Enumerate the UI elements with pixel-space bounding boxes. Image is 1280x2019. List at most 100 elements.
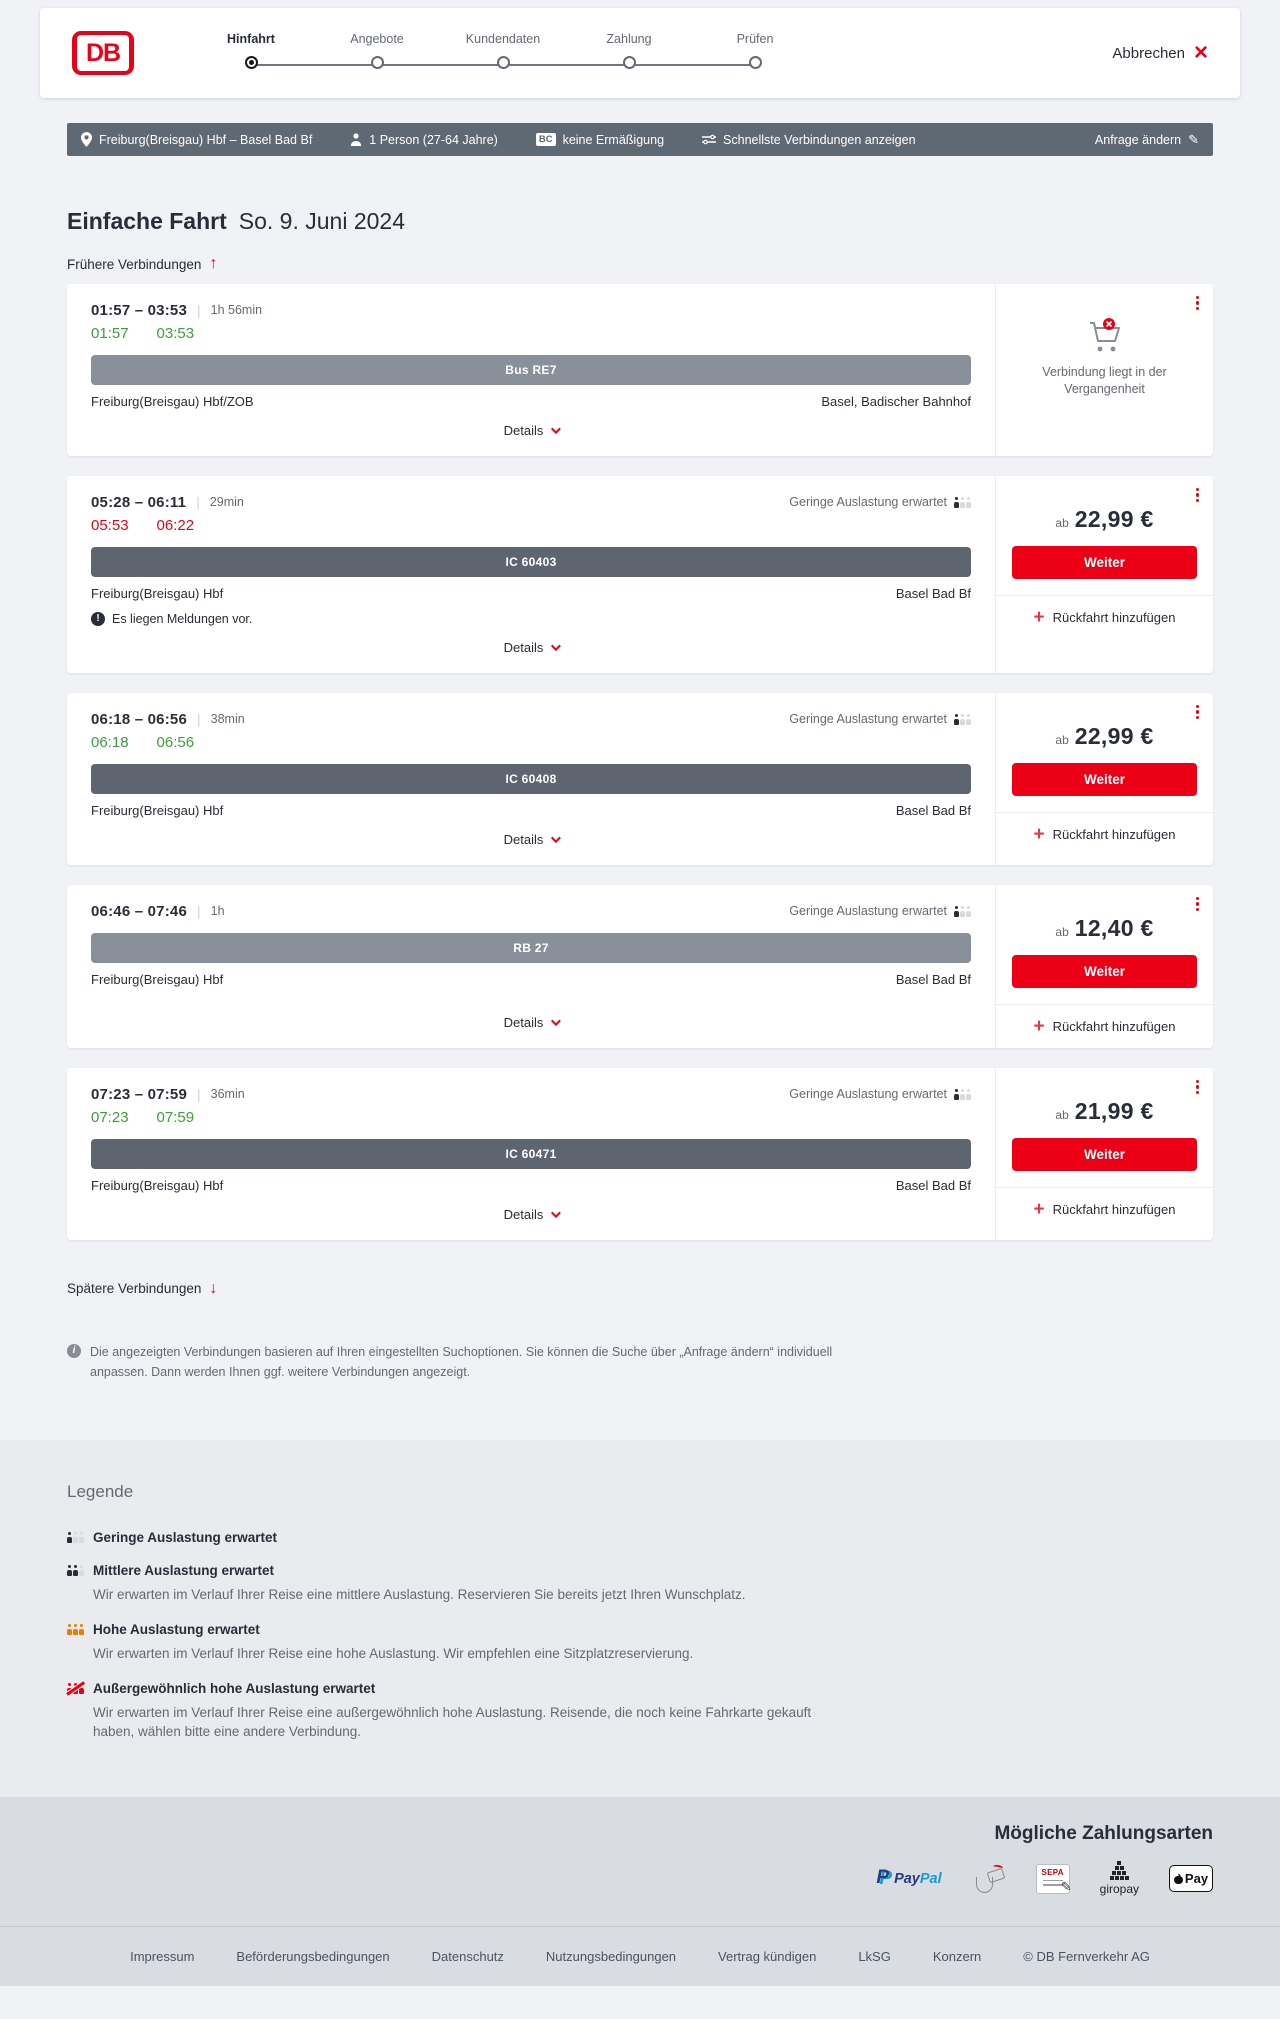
- fastest-connections-toggle[interactable]: Schnellste Verbindungen anzeigen: [702, 133, 916, 147]
- footer-link[interactable]: Nutzungsbedingungen: [545, 1949, 677, 1964]
- discount-summary: BC keine Ermäßigung: [535, 132, 665, 147]
- giropay-label: giropay: [1099, 1882, 1139, 1896]
- footer-copyright: © DB Fernverkehr AG: [1023, 1949, 1150, 1964]
- connection-main: 07:23 – 07:59 | 36min Geringe Auslastung…: [67, 1068, 995, 1240]
- legend-item-label: Außergewöhnlich hohe Auslastung erwartet: [93, 1681, 376, 1696]
- add-return-label: Rückfahrt hinzufügen: [1052, 609, 1176, 625]
- wizard-step-label: Prüfen: [736, 32, 774, 46]
- search-info-text: Die angezeigten Verbindungen basieren au…: [90, 1345, 833, 1379]
- train-label-bar: Bus RE7: [91, 354, 971, 385]
- price-prefix: ab: [1055, 732, 1069, 747]
- connection-duration: 1h: [210, 904, 225, 918]
- price-prefix: ab: [1055, 924, 1069, 939]
- cancel-button[interactable]: Abbrechen ×: [1112, 41, 1208, 65]
- connection-side-panel: ab 21,99 € Weiter + Rückfahrt hinzufügen: [995, 1067, 1213, 1240]
- page-title: Einfache Fahrt: [67, 208, 227, 234]
- connection-main: 06:46 – 07:46 | 1h Geringe Auslastung er…: [67, 885, 995, 1048]
- weiter-button[interactable]: Weiter: [1012, 762, 1197, 796]
- actual-arrival: 06:56: [156, 733, 195, 751]
- more-options-button[interactable]: [1194, 486, 1202, 505]
- change-request-button[interactable]: Anfrage ändern ✎: [1095, 132, 1199, 148]
- info-icon: i: [67, 1344, 81, 1358]
- details-toggle[interactable]: Details: [504, 1015, 562, 1030]
- footer-link[interactable]: LkSG: [858, 1949, 891, 1964]
- discount-text: keine Ermäßigung: [562, 132, 665, 147]
- more-options-button[interactable]: [1194, 703, 1202, 722]
- arrival-station: Basel Bad Bf: [895, 971, 971, 987]
- add-return-button[interactable]: + Rückfahrt hinzufügen: [996, 1003, 1213, 1048]
- occupancy-level-icon: [67, 1565, 84, 1576]
- price-value: 12,40 €: [1074, 914, 1154, 941]
- connection-times: 06:46 – 07:46: [91, 902, 188, 920]
- sliders-icon: [702, 134, 717, 145]
- actual-times: 05:53 06:22: [91, 517, 971, 534]
- weiter-button[interactable]: Weiter: [1012, 545, 1197, 579]
- connection-duration: 1h 56min: [210, 303, 263, 317]
- separator: |: [197, 711, 201, 727]
- actual-arrival: 03:53: [156, 324, 195, 342]
- connection-times: 06:18 – 06:56: [91, 710, 188, 728]
- wizard-step[interactable]: Zahlung: [566, 31, 692, 75]
- weiter-button[interactable]: Weiter: [1012, 954, 1197, 988]
- details-toggle[interactable]: Details: [504, 423, 562, 438]
- connection-card: 05:28 – 06:11 | 29min Geringe Auslastung…: [67, 475, 1213, 673]
- bahncard-icon: BC: [535, 133, 556, 146]
- occupancy-label: Geringe Auslastung erwartet: [789, 1087, 947, 1101]
- plus-icon: +: [1033, 1198, 1045, 1220]
- footer-link[interactable]: Datenschutz: [431, 1949, 504, 1964]
- add-return-button[interactable]: + Rückfahrt hinzufügen: [996, 594, 1213, 639]
- details-toggle[interactable]: Details: [503, 1206, 562, 1222]
- add-return-button[interactable]: + Rückfahrt hinzufügen: [996, 1186, 1213, 1231]
- wizard-step[interactable]: Kundendaten: [440, 31, 566, 75]
- past-connection-text: Verbindung liegt in der Vergangenheit: [1042, 364, 1167, 396]
- occupancy-icon: [954, 905, 971, 917]
- wizard-step[interactable]: Hinfahrt: [188, 31, 314, 75]
- plus-icon: +: [1033, 823, 1045, 845]
- departure-station: Freiburg(Breisgau) Hbf/ZOB: [91, 393, 254, 409]
- wizard-step-dot: [244, 56, 258, 69]
- arrow-down-icon: ↓: [209, 1279, 218, 1297]
- paypal-p-icon: P: [876, 1867, 892, 1890]
- chevron-down-icon: [551, 1015, 562, 1026]
- weiter-button[interactable]: Weiter: [1012, 1137, 1197, 1171]
- departure-station: Freiburg(Breisgau) Hbf: [91, 971, 224, 987]
- connection-list: 01:57 – 03:53 | 1h 56min 01:57 03:53 Bus…: [67, 283, 1213, 1240]
- footer-link[interactable]: Impressum: [130, 1949, 195, 1964]
- details-label: Details: [503, 1206, 544, 1222]
- past-connection-block: Verbindung liegt in der Vergangenheit: [1012, 316, 1197, 398]
- details-toggle[interactable]: Details: [504, 640, 562, 655]
- connection-side-panel: Verbindung liegt in der Vergangenheit: [995, 283, 1213, 456]
- more-options-button[interactable]: [1194, 1078, 1202, 1097]
- actual-arrival: 06:22: [156, 516, 195, 534]
- earlier-connections-link[interactable]: Frühere Verbindungen ↑: [67, 255, 217, 273]
- occupancy-indicator: Geringe Auslastung erwartet: [789, 904, 971, 918]
- details-toggle[interactable]: Details: [504, 832, 562, 847]
- wizard-step-label: Angebote: [350, 32, 404, 46]
- add-return-button[interactable]: + Rückfahrt hinzufügen: [996, 811, 1213, 856]
- footer-link[interactable]: Vertrag kündigen: [718, 1949, 817, 1964]
- footer-link[interactable]: Konzern: [932, 1949, 982, 1964]
- wizard-step[interactable]: Angebote: [314, 31, 440, 75]
- sepa-logo: SEPA ✎: [1035, 1863, 1072, 1894]
- footer-link[interactable]: Beförderungsbedingungen: [236, 1949, 390, 1964]
- wizard-step-label: Hinfahrt: [227, 32, 275, 46]
- arrow-up-icon: ↑: [209, 255, 218, 272]
- legend-item-description: Wir erwarten im Verlauf Ihrer Reise eine…: [93, 1587, 746, 1602]
- occupancy-icon: [954, 1088, 971, 1100]
- connection-side-panel: ab 22,99 € Weiter + Rückfahrt hinzufügen: [995, 692, 1213, 865]
- travel-date: So. 9. Juni 2024: [238, 208, 405, 234]
- separator: |: [197, 302, 201, 318]
- occupancy-level-icon: [67, 1532, 84, 1543]
- actual-departure: 07:23: [91, 1108, 129, 1126]
- db-logo[interactable]: DB: [72, 31, 134, 75]
- later-connections-link[interactable]: Spätere Verbindungen ↓: [67, 1280, 217, 1298]
- price-block: ab 22,99 € Weiter + Rückfahrt hinzufügen: [996, 490, 1213, 639]
- legend-item-label: Geringe Auslastung erwartet: [93, 1530, 278, 1545]
- more-options-button[interactable]: [1194, 294, 1202, 313]
- more-options-button[interactable]: [1194, 895, 1202, 914]
- connection-message-text: Es liegen Meldungen vor.: [112, 611, 253, 626]
- footer: Impressum Beförderungsbedingungen Datensch…: [0, 1926, 1280, 1986]
- applepay-logo: Pay: [1169, 1865, 1213, 1892]
- pen-icon: ✎: [1060, 1878, 1072, 1894]
- wizard-step[interactable]: Prüfen: [692, 31, 818, 75]
